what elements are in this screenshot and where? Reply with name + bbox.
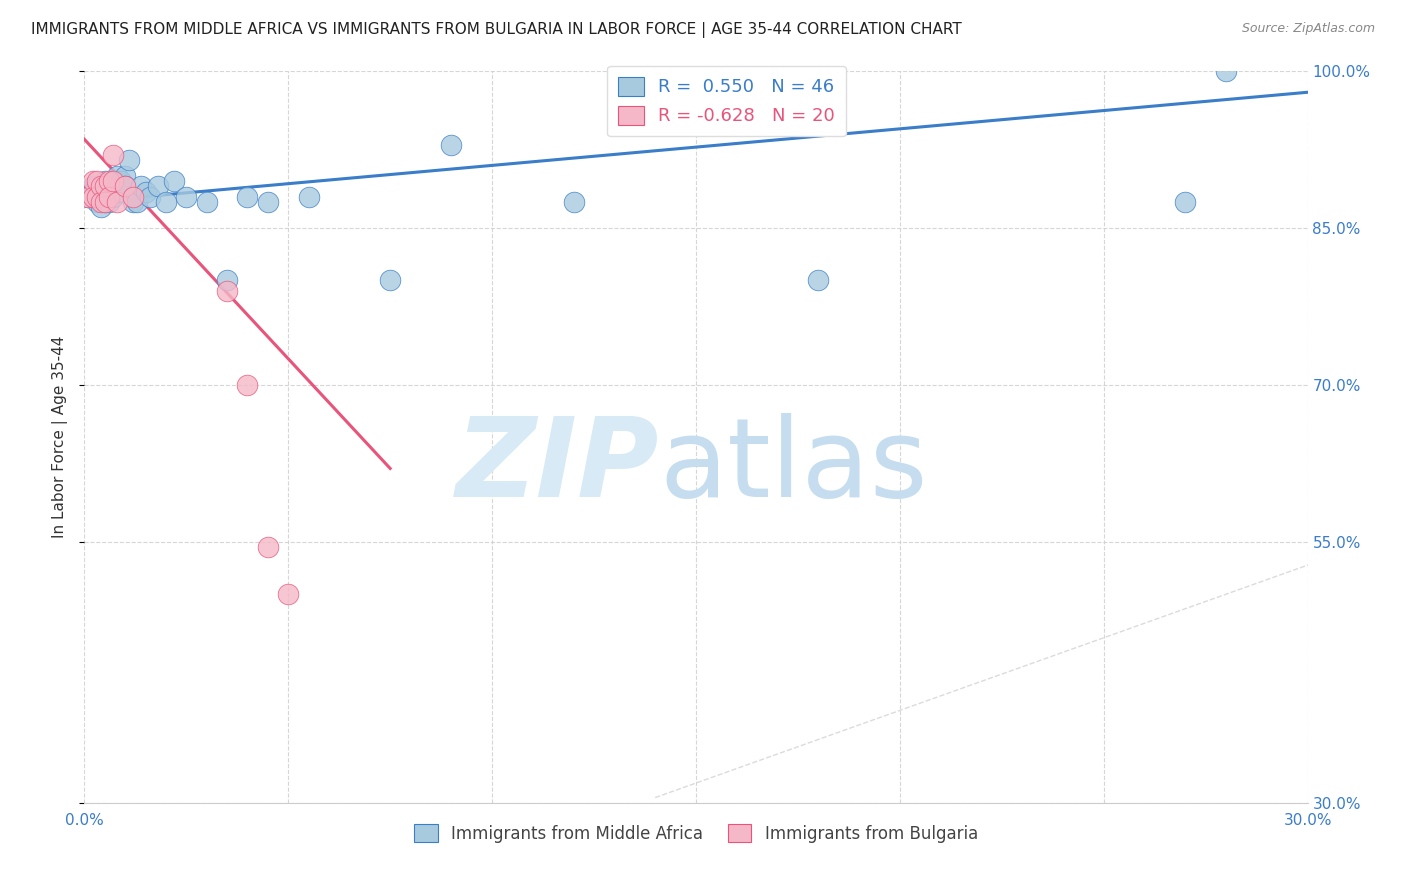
Text: Source: ZipAtlas.com: Source: ZipAtlas.com bbox=[1241, 22, 1375, 36]
Point bbox=[122, 190, 145, 204]
Point bbox=[257, 540, 280, 554]
Point bbox=[97, 194, 120, 209]
Point bbox=[93, 190, 115, 204]
Point bbox=[90, 194, 112, 209]
Point bbox=[122, 194, 145, 209]
Point bbox=[257, 194, 280, 209]
Point bbox=[90, 179, 112, 194]
Point bbox=[77, 190, 100, 204]
Point bbox=[93, 174, 115, 188]
Point bbox=[195, 194, 218, 209]
Point bbox=[110, 185, 132, 199]
Text: atlas: atlas bbox=[659, 413, 928, 520]
Point bbox=[380, 273, 402, 287]
Point bbox=[217, 284, 239, 298]
Text: ZIP: ZIP bbox=[456, 413, 659, 520]
Point bbox=[122, 190, 145, 204]
Point bbox=[236, 377, 259, 392]
Point bbox=[86, 174, 108, 188]
Point bbox=[77, 185, 100, 199]
Point bbox=[101, 174, 124, 188]
Point bbox=[114, 169, 136, 183]
Point bbox=[90, 200, 112, 214]
Point bbox=[93, 194, 115, 209]
Point bbox=[562, 194, 585, 209]
Point bbox=[97, 174, 120, 188]
Legend: Immigrants from Middle Africa, Immigrants from Bulgaria: Immigrants from Middle Africa, Immigrant… bbox=[408, 817, 984, 849]
Point bbox=[97, 190, 120, 204]
Point bbox=[807, 273, 830, 287]
Point bbox=[77, 190, 100, 204]
Point bbox=[277, 587, 299, 601]
Point bbox=[1174, 194, 1197, 209]
Point bbox=[82, 174, 104, 188]
Point bbox=[105, 185, 128, 199]
Point bbox=[86, 179, 108, 194]
Point bbox=[217, 273, 239, 287]
Point bbox=[118, 153, 141, 168]
Point bbox=[298, 190, 321, 204]
Point bbox=[86, 190, 108, 204]
Point bbox=[86, 194, 108, 209]
Text: IMMIGRANTS FROM MIDDLE AFRICA VS IMMIGRANTS FROM BULGARIA IN LABOR FORCE | AGE 3: IMMIGRANTS FROM MIDDLE AFRICA VS IMMIGRA… bbox=[31, 22, 962, 38]
Point bbox=[138, 190, 160, 204]
Point bbox=[97, 179, 120, 194]
Point bbox=[110, 174, 132, 188]
Point bbox=[440, 137, 463, 152]
Point bbox=[155, 194, 177, 209]
Point bbox=[90, 190, 112, 204]
Point bbox=[105, 194, 128, 209]
Point bbox=[1215, 64, 1237, 78]
Point bbox=[114, 179, 136, 194]
Y-axis label: In Labor Force | Age 35-44: In Labor Force | Age 35-44 bbox=[52, 336, 69, 538]
Point bbox=[163, 174, 186, 188]
Point bbox=[97, 185, 120, 199]
Point bbox=[146, 179, 169, 194]
Point bbox=[82, 190, 104, 204]
Point bbox=[174, 190, 197, 204]
Point bbox=[236, 190, 259, 204]
Point bbox=[105, 169, 128, 183]
Point bbox=[135, 185, 157, 199]
Point bbox=[101, 148, 124, 162]
Point bbox=[93, 179, 115, 194]
Point bbox=[127, 194, 149, 209]
Point bbox=[82, 185, 104, 199]
Point bbox=[101, 190, 124, 204]
Point bbox=[82, 179, 104, 194]
Point bbox=[86, 190, 108, 204]
Point bbox=[101, 174, 124, 188]
Point bbox=[90, 185, 112, 199]
Point bbox=[131, 179, 153, 194]
Point bbox=[93, 194, 115, 209]
Point bbox=[114, 179, 136, 194]
